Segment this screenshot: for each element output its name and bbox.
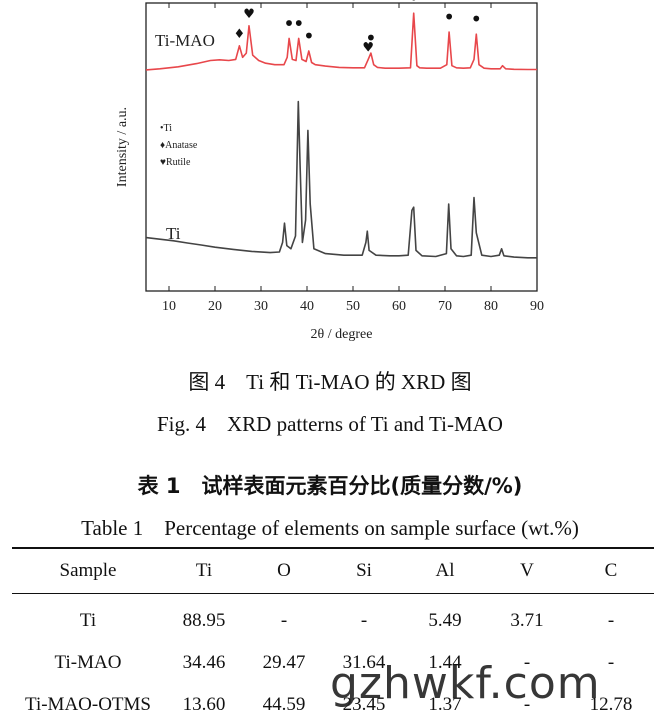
x-tick-label: 40 <box>300 299 314 314</box>
table-title-en: Table 1 Percentage of elements on sample… <box>81 516 579 540</box>
table-title-zh: 表 1 试样表面元素百分比(质量分数/%) <box>137 474 523 498</box>
header-si: Si <box>356 560 372 581</box>
cell-si: - <box>360 610 368 631</box>
cell-sample: Ti-MAO-OTMS <box>25 694 151 715</box>
header-o: O <box>277 560 291 581</box>
watermark: gzhwkf.com <box>330 658 601 709</box>
cell-v: 3.71 <box>510 610 544 631</box>
header-ti: Ti <box>195 560 213 581</box>
plot-frame <box>145 2 538 292</box>
x-tick-label: 20 <box>208 299 222 314</box>
cell-ti: 13.60 <box>182 694 226 715</box>
x-axis-label: 2θ / degree <box>311 327 373 342</box>
figure-caption-zh: 图 4 Ti 和 Ti-MAO 的 XRD 图 <box>188 370 472 394</box>
series-line-ti <box>145 100 537 259</box>
cell-o: 44.59 <box>262 694 306 715</box>
peak-marker: ♥ <box>243 7 255 22</box>
legend-entry: ♥Rutile <box>160 157 191 168</box>
cell-sample: Ti-MAO <box>54 652 122 673</box>
x-tick-label: 70 <box>438 299 452 314</box>
peak-marker: • <box>365 26 377 50</box>
cell-ti: 88.95 <box>182 610 226 631</box>
cell-al: 1.37 <box>428 694 462 715</box>
series-label: Ti-MAO <box>155 31 215 50</box>
peak-marker: • <box>303 24 315 48</box>
header-v: V <box>520 560 534 581</box>
peak-marker: • <box>408 0 420 10</box>
series-line-ti-mao <box>145 12 537 71</box>
series-label: Ti <box>166 224 181 243</box>
header-sample: Sample <box>59 560 117 581</box>
legend-entry: •Ti <box>160 123 172 134</box>
peak-marker: • <box>283 11 295 35</box>
x-tick-label: 60 <box>392 299 406 314</box>
cell-o: 29.47 <box>262 652 306 673</box>
peak-marker: • <box>470 7 482 31</box>
peak-marker: ♦ <box>234 27 246 42</box>
cell-al: 1.44 <box>428 652 462 673</box>
y-axis-label: Intensity / a.u. <box>115 107 130 187</box>
cell-al: 5.49 <box>428 610 462 631</box>
xrd-chart: 10 20 30 40 50 60 70 80 90 2θ / degree Intensity /… <box>115 0 544 342</box>
cell-v: - <box>523 694 531 715</box>
cell-v: - <box>523 652 531 673</box>
x-tick-label: 80 <box>484 299 498 314</box>
cell-sample: Ti <box>79 610 97 631</box>
figure-caption-en: Fig. 4 XRD patterns of Ti and Ti-MAO <box>157 412 503 436</box>
element-percentage-table: Sample Ti O Si Al V C Ti 88.95 - - 5.49 … <box>12 547 654 726</box>
x-tick-label: 10 <box>162 299 176 314</box>
cell-o: - <box>280 610 288 631</box>
cell-ti: 34.46 <box>182 652 226 673</box>
header-al: Al <box>435 560 455 581</box>
table-row: Ti-MAO-OTMS 13.60 44.59 23.45 1.37 - 12.… <box>12 684 654 726</box>
table-row: Ti 88.95 - - 5.49 3.71 - <box>12 594 654 643</box>
table-header-row: Sample Ti O Si Al V C <box>12 548 654 594</box>
x-tick-label: 30 <box>254 299 268 314</box>
header-c: C <box>604 560 618 581</box>
cell-si: 23.45 <box>342 694 386 715</box>
cell-c: - <box>607 652 615 673</box>
legend-entry: ♦Anatase <box>160 140 198 151</box>
x-tick-label: 90 <box>530 299 544 314</box>
peak-marker: • <box>443 5 455 29</box>
cell-c: 12.78 <box>589 694 633 715</box>
cell-c: - <box>607 610 615 631</box>
peak-marker: • <box>293 11 305 35</box>
peak-marker: ♥ <box>362 40 374 55</box>
cell-si: 31.64 <box>342 652 386 673</box>
table-row: Ti-MAO 34.46 29.47 31.64 1.44 - - <box>12 642 654 684</box>
x-tick-label: 50 <box>346 299 360 314</box>
